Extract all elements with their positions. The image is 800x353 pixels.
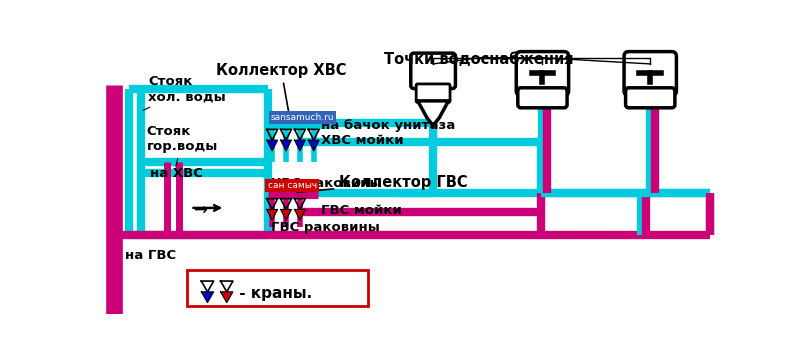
FancyBboxPatch shape xyxy=(516,52,569,96)
Polygon shape xyxy=(294,209,306,220)
Polygon shape xyxy=(221,292,233,303)
Text: Коллектор ХВС: Коллектор ХВС xyxy=(216,63,346,120)
FancyBboxPatch shape xyxy=(410,53,455,89)
Text: Стояк
гор.воды: Стояк гор.воды xyxy=(146,125,218,167)
Bar xyxy=(186,269,368,306)
Text: sansamuch.ru: sansamuch.ru xyxy=(270,113,334,122)
Text: сан самыч: сан самыч xyxy=(267,181,317,190)
Text: на ХВС: на ХВС xyxy=(150,167,202,180)
FancyBboxPatch shape xyxy=(626,88,675,108)
Text: на бачок унитаза: на бачок унитаза xyxy=(322,119,456,132)
FancyBboxPatch shape xyxy=(518,88,567,108)
Text: Коллектор ГВС: Коллектор ГВС xyxy=(298,175,468,192)
Text: Точки водоснабжения: Точки водоснабжения xyxy=(385,52,574,67)
Text: ГВС мойки: ГВС мойки xyxy=(322,204,402,217)
Text: ХВС раковины: ХВС раковины xyxy=(271,177,382,190)
Text: на ГВС: на ГВС xyxy=(125,249,176,262)
Text: ХВС мойки: ХВС мойки xyxy=(322,134,404,148)
Text: - краны.: - краны. xyxy=(234,286,313,301)
Polygon shape xyxy=(308,140,319,151)
Text: ГВС раковины: ГВС раковины xyxy=(271,221,380,234)
Polygon shape xyxy=(281,209,291,220)
Polygon shape xyxy=(418,101,449,126)
Polygon shape xyxy=(202,292,214,303)
Text: →: → xyxy=(193,201,206,219)
FancyBboxPatch shape xyxy=(624,52,677,96)
FancyBboxPatch shape xyxy=(416,84,450,102)
Polygon shape xyxy=(266,209,278,220)
Polygon shape xyxy=(294,140,306,151)
Polygon shape xyxy=(266,140,278,151)
Text: Стояк
хол. воды: Стояк хол. воды xyxy=(143,75,226,110)
Polygon shape xyxy=(281,140,291,151)
